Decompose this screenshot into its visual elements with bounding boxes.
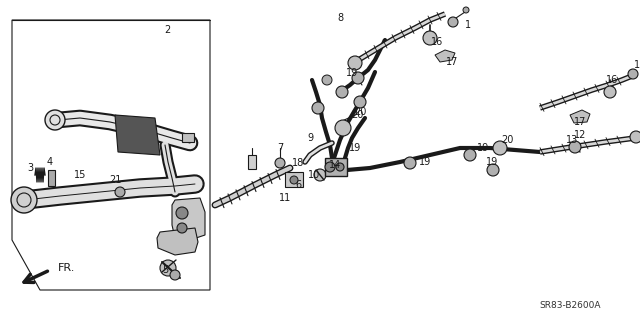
Circle shape: [423, 31, 437, 45]
Circle shape: [354, 96, 366, 108]
Circle shape: [325, 162, 335, 172]
Text: 8: 8: [337, 13, 343, 23]
Text: 20: 20: [354, 107, 366, 117]
Circle shape: [336, 163, 344, 171]
Circle shape: [314, 169, 326, 181]
Circle shape: [493, 141, 507, 155]
Circle shape: [448, 17, 458, 27]
Circle shape: [312, 102, 324, 114]
Circle shape: [176, 207, 188, 219]
Text: 18: 18: [292, 158, 304, 168]
Circle shape: [322, 75, 332, 85]
Circle shape: [177, 223, 187, 233]
Text: 4: 4: [47, 157, 53, 167]
Circle shape: [604, 86, 616, 98]
Circle shape: [335, 120, 351, 136]
Circle shape: [290, 176, 298, 184]
Circle shape: [463, 7, 469, 13]
Bar: [182, 133, 194, 142]
Circle shape: [275, 158, 285, 168]
Circle shape: [628, 69, 638, 79]
Text: 19: 19: [349, 143, 361, 153]
Bar: [285, 172, 303, 187]
Circle shape: [336, 86, 348, 98]
Polygon shape: [157, 228, 198, 255]
Text: 15: 15: [74, 170, 86, 180]
Text: 19: 19: [486, 157, 498, 167]
Circle shape: [487, 164, 499, 176]
Text: SR83-B2600A: SR83-B2600A: [540, 300, 601, 309]
Text: 11: 11: [279, 193, 291, 203]
Text: 3: 3: [27, 163, 33, 173]
Text: FR.: FR.: [58, 263, 76, 273]
Circle shape: [404, 157, 416, 169]
Polygon shape: [435, 50, 455, 62]
Circle shape: [348, 56, 362, 70]
Text: 20: 20: [501, 135, 513, 145]
Circle shape: [569, 141, 581, 153]
Circle shape: [45, 110, 65, 130]
Polygon shape: [570, 110, 590, 123]
Text: 16: 16: [431, 37, 443, 47]
Text: 12: 12: [574, 130, 586, 140]
Text: 2: 2: [164, 25, 170, 35]
Text: 19: 19: [419, 157, 431, 167]
Text: 17: 17: [446, 57, 458, 67]
Circle shape: [115, 187, 125, 197]
Bar: [248, 155, 256, 169]
Text: 1: 1: [634, 60, 640, 70]
Text: 1: 1: [465, 20, 471, 30]
Circle shape: [464, 149, 476, 161]
Text: 7: 7: [277, 143, 283, 153]
Circle shape: [11, 187, 37, 213]
Circle shape: [170, 270, 180, 280]
Text: 20: 20: [351, 110, 363, 120]
Text: 5: 5: [162, 265, 168, 275]
Text: 6: 6: [295, 180, 301, 190]
Circle shape: [160, 260, 176, 276]
Text: 19: 19: [477, 143, 489, 153]
Circle shape: [630, 131, 640, 143]
Text: 19: 19: [346, 68, 358, 78]
Text: 10: 10: [308, 170, 320, 180]
Text: 17: 17: [574, 117, 586, 127]
Text: 21: 21: [109, 175, 121, 185]
Polygon shape: [172, 198, 205, 240]
Text: 14: 14: [329, 160, 341, 170]
Text: 16: 16: [606, 75, 618, 85]
Circle shape: [352, 72, 364, 84]
Text: 13: 13: [566, 135, 578, 145]
Text: 9: 9: [307, 133, 313, 143]
Polygon shape: [115, 115, 160, 155]
Bar: [325, 158, 347, 176]
Bar: [48, 170, 55, 186]
